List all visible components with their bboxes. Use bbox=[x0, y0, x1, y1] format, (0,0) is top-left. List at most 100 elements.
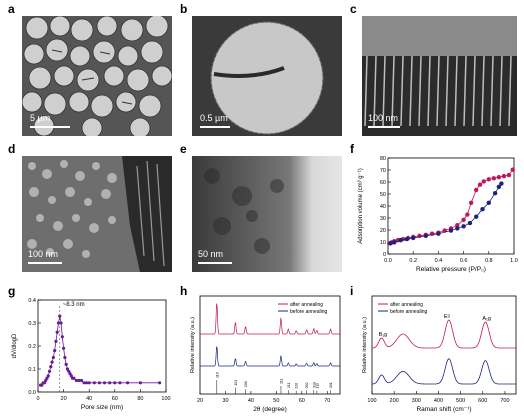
data-point bbox=[56, 321, 61, 325]
x-axis-label: 2θ (degree) bbox=[253, 406, 287, 413]
reflection-label: 310 bbox=[312, 382, 316, 388]
data-point bbox=[55, 330, 59, 334]
x-tick-label: 70 bbox=[324, 398, 330, 404]
chart-f: 0.0 0.2 0.4 0.6 0.8 1.0 0 10 20 30 40 50 60 70 80 Relat… bbox=[358, 156, 518, 273]
reflection-label: 002 bbox=[305, 382, 309, 388]
scale-label-d: 100 nm bbox=[28, 249, 59, 259]
data-point bbox=[499, 181, 504, 186]
tem-image-e: 50 nm bbox=[192, 156, 342, 272]
y-tick-label: 50 bbox=[380, 192, 386, 198]
mode-label-eg: Eᵍ bbox=[444, 314, 450, 320]
data-point bbox=[77, 378, 81, 383]
data-point bbox=[496, 175, 502, 180]
data-point bbox=[492, 191, 498, 196]
data-point bbox=[49, 365, 53, 369]
x-tick-label: 100 bbox=[367, 398, 376, 404]
x-tick-label: 0.8 bbox=[485, 258, 493, 264]
y-tick-label: 20 bbox=[380, 228, 386, 234]
x-tick-label: 0.2 bbox=[409, 258, 417, 264]
data-point bbox=[423, 233, 428, 239]
data-point bbox=[455, 226, 460, 231]
data-point bbox=[481, 179, 486, 184]
data-point bbox=[126, 381, 130, 385]
data-point bbox=[58, 314, 62, 318]
y-tick-label: 0.0 bbox=[28, 390, 36, 396]
data-point bbox=[92, 381, 96, 385]
data-point bbox=[474, 187, 479, 193]
scale-label-b: 0.5 µm bbox=[200, 113, 228, 123]
sem-single-sphere-illustration bbox=[192, 16, 342, 136]
mode-label-a1g: A₁g bbox=[482, 316, 491, 322]
data-point bbox=[113, 381, 117, 385]
x-tick-label: 700 bbox=[500, 398, 509, 404]
x-tick-label: 600 bbox=[478, 398, 487, 404]
data-point bbox=[54, 339, 58, 343]
panel-label-i: i bbox=[350, 284, 354, 298]
x-tick-label: 100 bbox=[161, 396, 170, 402]
x-axis-label: Pore size (nm) bbox=[81, 404, 123, 411]
raman-after-trace bbox=[371, 319, 516, 349]
scale-bar-d bbox=[28, 262, 62, 264]
sem-image-a: 5 µm bbox=[22, 16, 172, 136]
y-tick-label: 10 bbox=[380, 240, 386, 246]
reflection-label: 220 bbox=[295, 383, 299, 389]
data-point bbox=[53, 349, 57, 353]
data-point bbox=[461, 224, 466, 229]
data-point bbox=[486, 177, 491, 182]
data-point bbox=[50, 360, 54, 364]
data-point bbox=[491, 176, 497, 181]
data-point bbox=[486, 200, 491, 205]
panel-label-d: d bbox=[8, 142, 16, 156]
y-axis-label: Adsorption volume (cm³ g⁻¹) bbox=[358, 168, 364, 244]
data-point bbox=[455, 223, 460, 228]
sem-nanorod-array-illustration bbox=[362, 16, 517, 136]
data-point bbox=[477, 182, 483, 187]
panel-label-b: b bbox=[180, 2, 188, 16]
x-tick-label: 0.0 bbox=[384, 258, 392, 264]
data-point bbox=[461, 217, 466, 223]
reflection-label: 200 bbox=[244, 381, 248, 387]
data-point bbox=[59, 321, 63, 325]
x-axis-label: Relative pressure (P/P₀) bbox=[416, 266, 486, 273]
data-point bbox=[47, 369, 52, 373]
xrd-after-trace bbox=[200, 303, 340, 335]
panel-label-f: f bbox=[350, 142, 354, 156]
data-point bbox=[102, 381, 107, 385]
y-axis-label: Relative intensity (a.u.) bbox=[190, 317, 196, 373]
x-tick-label: 1.0 bbox=[510, 258, 518, 264]
panel-label-a: a bbox=[8, 2, 15, 16]
reflection-label: 211 bbox=[287, 382, 291, 388]
sem-image-c: 100 nm bbox=[362, 16, 517, 136]
x-tick-label: 40 bbox=[86, 396, 92, 402]
y-tick-label: 0.2 bbox=[28, 344, 36, 350]
y-tick-label: 0.3 bbox=[28, 321, 36, 327]
x-tick-label: 400 bbox=[434, 398, 443, 404]
data-point bbox=[398, 237, 403, 243]
scale-label-e: 50 nm bbox=[198, 249, 224, 259]
data-point bbox=[118, 381, 122, 385]
x-tick-label: 50 bbox=[273, 398, 279, 404]
data-point bbox=[496, 184, 502, 189]
reflection-label: 101 bbox=[234, 380, 238, 386]
plot-frame bbox=[37, 299, 167, 393]
legend-before: before annealing bbox=[390, 309, 427, 315]
x-tick-label: 40 bbox=[248, 398, 254, 404]
y-tick-label: 30 bbox=[380, 216, 386, 222]
xrd-before-trace bbox=[200, 346, 340, 367]
reflection-label: 110 bbox=[215, 372, 219, 378]
data-point bbox=[87, 381, 91, 385]
x-tick-label: 500 bbox=[456, 398, 465, 404]
panel-label-g: g bbox=[8, 284, 16, 298]
panel-label-c: c bbox=[350, 2, 357, 16]
data-point bbox=[72, 376, 76, 380]
data-point bbox=[467, 220, 473, 226]
psd-line bbox=[40, 316, 160, 386]
y-tick-label: 0.1 bbox=[28, 367, 36, 373]
reflection-label: 112 bbox=[315, 383, 319, 389]
data-point bbox=[501, 173, 507, 179]
data-point bbox=[448, 228, 454, 233]
scale-bar-e bbox=[198, 262, 232, 264]
chart-i: 100 200 300 400 500 600 700 Raman shift (cm⁻¹) R… bbox=[362, 295, 517, 413]
data-point bbox=[138, 381, 142, 385]
x-tick-label: 80 bbox=[137, 396, 143, 402]
